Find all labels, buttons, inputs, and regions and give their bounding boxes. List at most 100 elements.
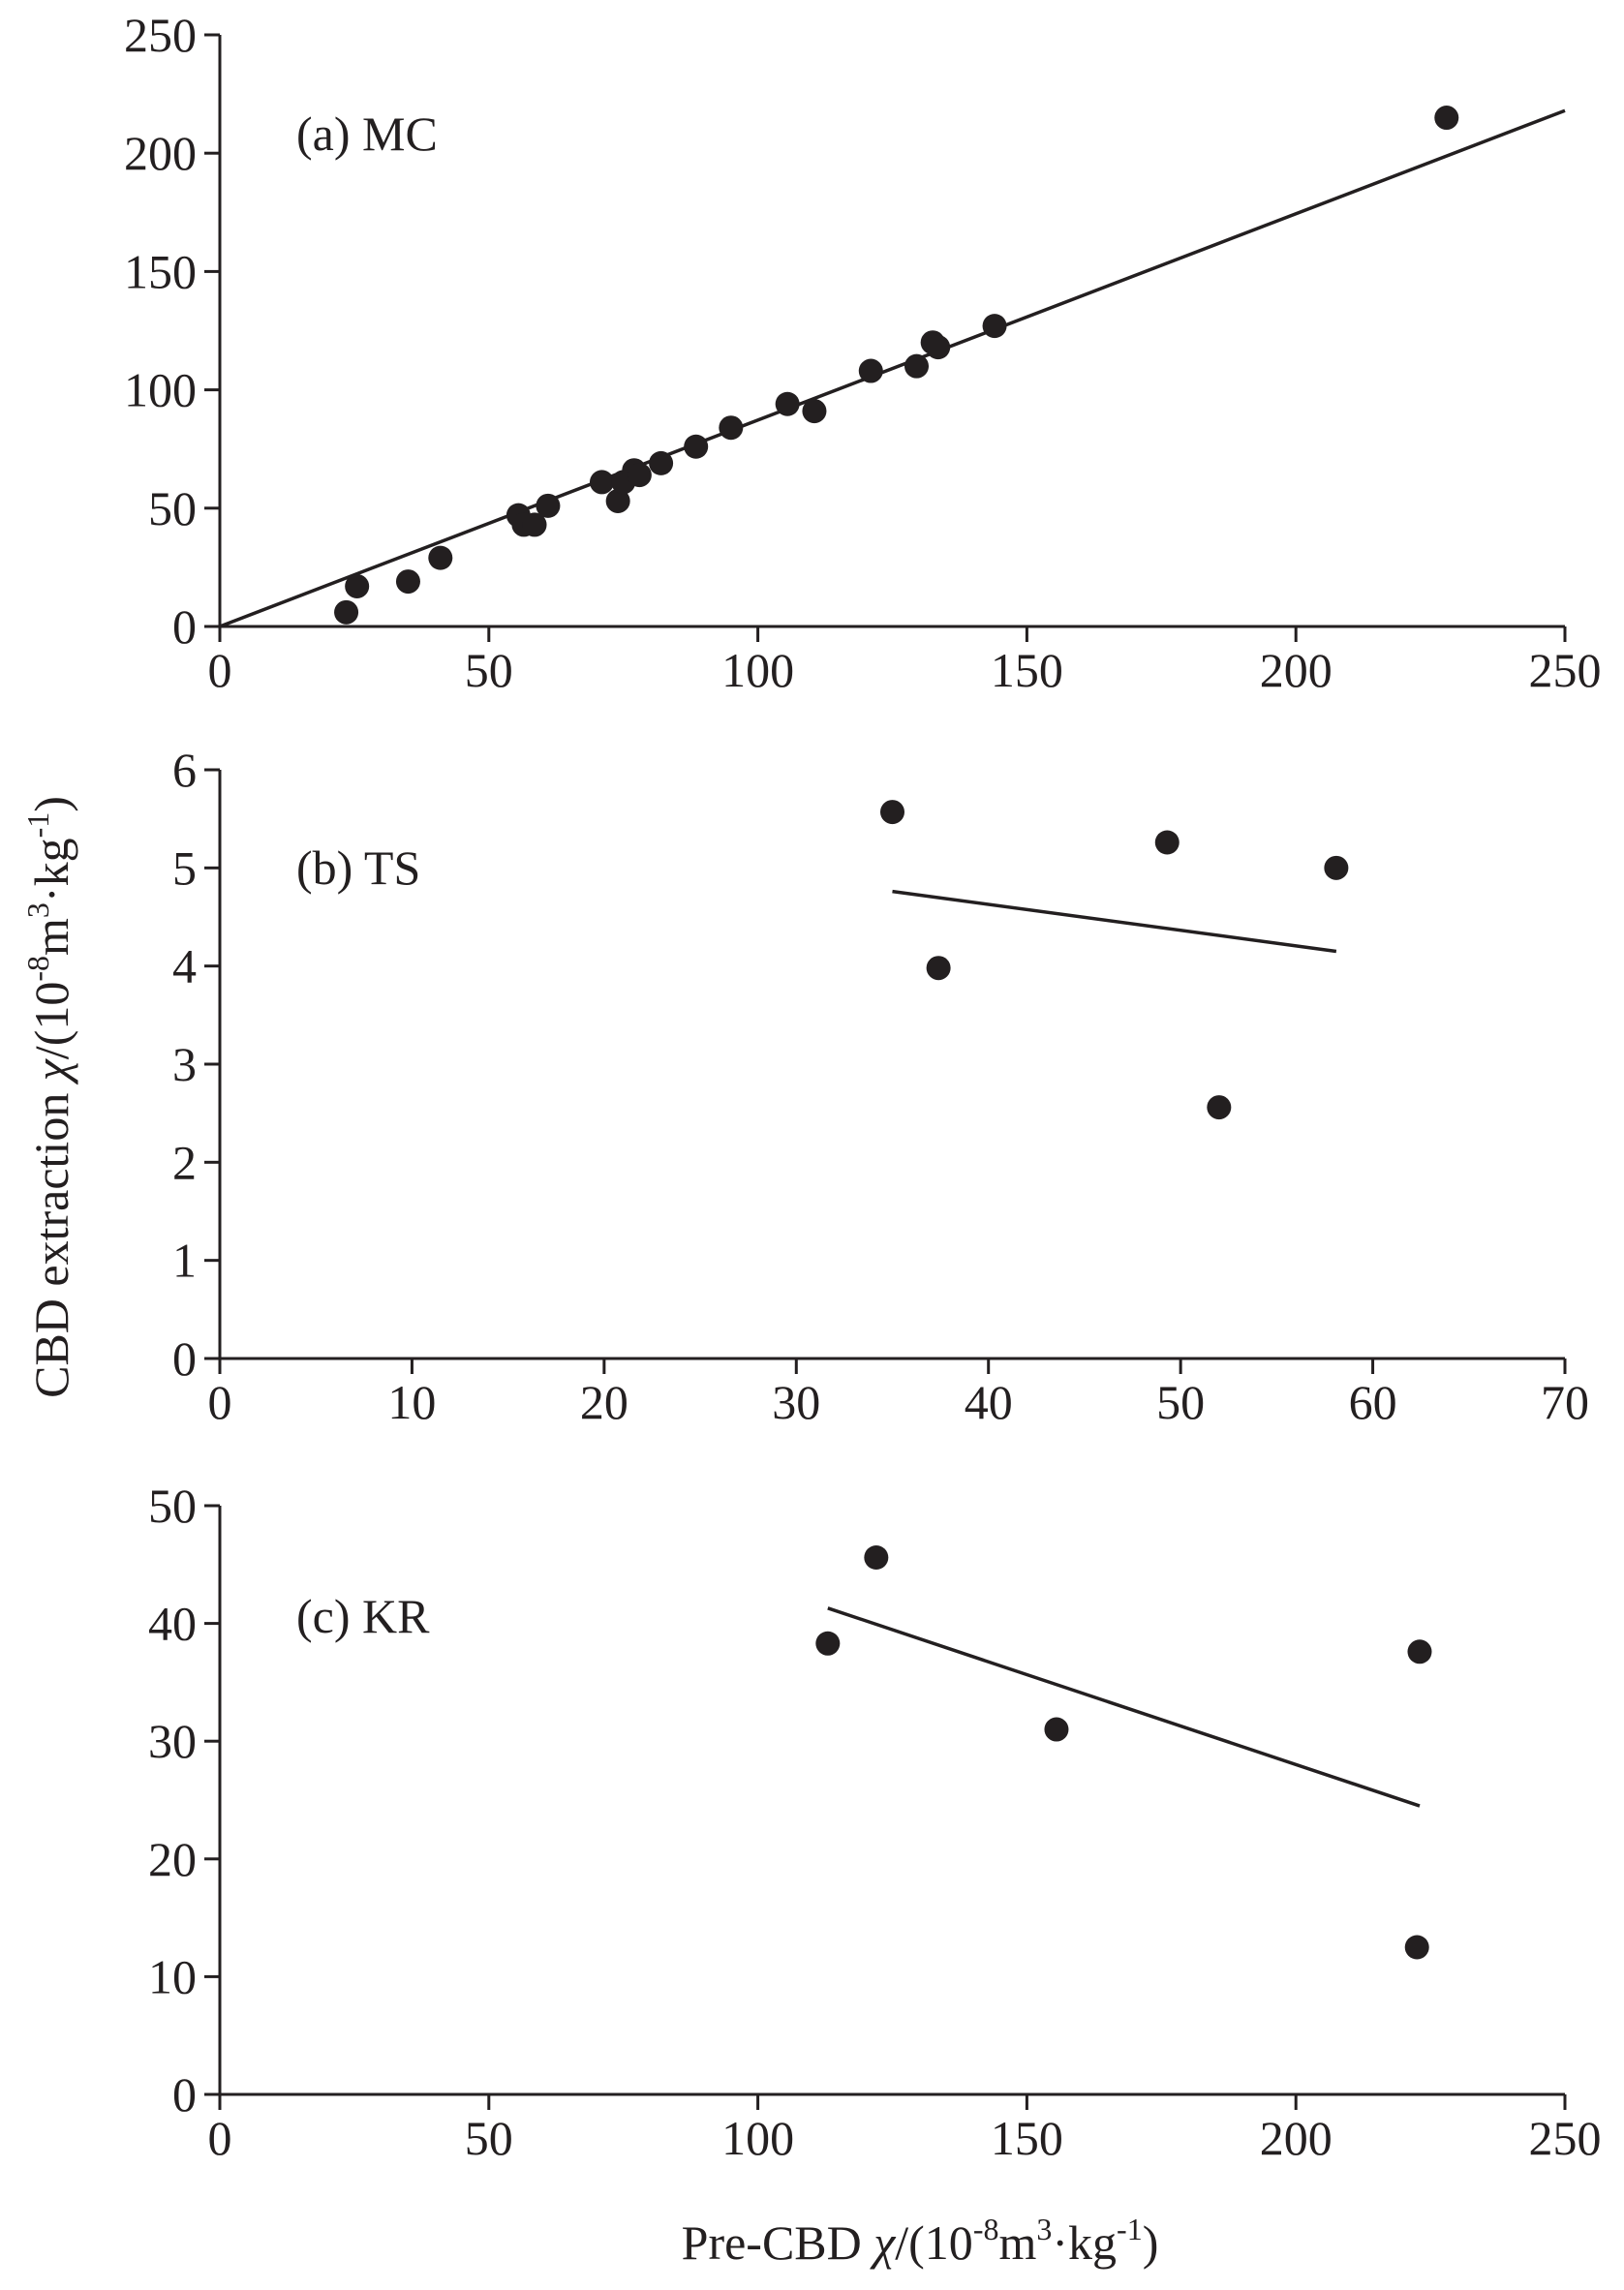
panel-b-label: (b) TS [296,840,420,895]
y-axis-title-exp1: -8 [20,956,55,982]
x-axis-title-chi: χ [870,2215,897,2270]
panel-a-x-tick-label: 100 [721,643,794,697]
panel-a-data-point [649,450,674,475]
panel-c-data-point [815,1631,841,1656]
panel-b-data-point [880,800,904,825]
panel-b-y-tick-label: 1 [172,1234,197,1288]
panel-a-data-point [1434,106,1459,131]
panel-b-y-tick-label: 4 [172,939,197,993]
panel-b-x-tick-label: 30 [772,1375,820,1429]
panel-a-data-point [589,470,614,495]
panel-a-data-point [395,569,420,595]
panel-b-x-tick-label: 50 [1156,1375,1205,1429]
panel-c-ticks: 0 50 100 150 200 250 0 10 20 30 40 50 [148,1479,1602,2165]
panel-c-x-tick-label: 150 [991,2111,1063,2165]
panel-c-y-tick-label: 50 [148,1479,197,1533]
panel-b-fit-line [892,889,1337,954]
panel-a-data-point [605,488,630,513]
panel-a-data-point [982,314,1007,339]
panel-c-y-tick-label: 0 [172,2067,197,2122]
panel-b-y-tick-label: 2 [172,1135,197,1189]
panel-a-points [334,106,1459,625]
panel-c-data-point [1404,1935,1429,1960]
panel-c-y-tick-label: 40 [148,1597,197,1651]
panel-a-data-point [334,599,359,625]
panel-a-data-point [522,512,547,537]
x-axis-title-unit-close: ) [1143,2215,1159,2270]
panel-a-data-point [345,573,370,598]
panel-c-data-point [1407,1639,1432,1664]
x-axis-title-unit-mid: m [998,2215,1036,2270]
x-axis-title-exp2: 3 [1036,2212,1052,2246]
panel-c-data-point [864,1545,889,1571]
panel-a-x-tick-label: 200 [1260,643,1333,697]
panel-a-data-point [536,493,561,518]
panel-c-x-tick-label: 100 [721,2111,794,2165]
y-axis-title: CBD extraction χ/(10-8m3·kg-1) [20,796,78,1398]
panel-a-data-point [904,353,930,379]
panel-c-label: (c) KR [296,1589,430,1643]
x-axis-title-unit-open: /(10 [895,2215,973,2270]
panel-c-x-tick-label: 50 [465,2111,513,2165]
y-axis-title-unit-mid: m [24,918,78,956]
y-axis-title-chi: χ [24,1057,78,1084]
panel-b-y-tick-label: 5 [172,840,197,895]
panel-a-mc: 0 50 100 150 200 250 0 50 100 150 200 250 (a) MC [124,8,1602,697]
y-axis-title-unit-open: /(10 [24,982,78,1060]
x-axis-title-unit-mid2: ·kg [1052,2215,1117,2270]
panel-b-data-point [1154,830,1180,855]
panel-a-label: (a) MC [296,107,438,161]
panel-a-y-tick-label: 250 [124,8,197,62]
panel-a-data-point [627,463,652,488]
panel-c-x-tick-label: 200 [1260,2111,1333,2165]
panel-a-x-tick-label: 50 [465,643,513,697]
panel-a-data-point [802,399,827,424]
y-axis-title-main: CBD extraction [24,1081,78,1398]
panel-a-y-tick-label: 50 [148,481,197,535]
panel-a-x-tick-label: 150 [991,643,1063,697]
panel-a-data-point [858,358,883,383]
panel-a-ticks: 0 50 100 150 200 250 0 50 100 150 200 250 [124,8,1602,697]
panel-c-fit-line [827,1606,1421,1808]
panel-a-x-tick-label: 0 [208,643,232,697]
panel-c-y-tick-label: 30 [148,1714,197,1768]
panel-c-y-tick-label: 20 [148,1832,197,1886]
panel-b-x-tick-label: 0 [208,1375,232,1429]
panel-b-x-tick-label: 20 [580,1375,628,1429]
panel-b-points [880,800,1349,1120]
panel-b-y-tick-label: 6 [172,743,197,797]
panel-a-y-tick-label: 0 [172,599,197,654]
panel-a-data-point [926,335,951,360]
panel-b-data-point [1207,1095,1232,1120]
panel-a-y-tick-label: 150 [124,244,197,298]
panel-b-y-tick-label: 3 [172,1037,197,1091]
panel-a-data-point [684,434,709,459]
y-axis-title-unit-mid2: ·kg [24,838,78,902]
panel-a-y-tick-label: 200 [124,126,197,180]
x-axis-title-exp1: -8 [973,2212,999,2246]
panel-b-data-point [1324,855,1349,880]
panel-b-ticks: 0 10 20 30 40 50 60 70 0 1 2 3 4 5 6 [172,743,1589,1429]
panel-c-kr: 0 50 100 150 200 250 0 10 20 30 40 50 (c) KR [148,1479,1602,2165]
panel-c-x-tick-label: 250 [1529,2111,1602,2165]
panel-b-x-tick-label: 60 [1349,1375,1397,1429]
panel-a-data-point [775,391,800,416]
x-axis-title: Pre-CBD χ/(10-8m3·kg-1) [682,2212,1159,2270]
panel-b-ts: 0 10 20 30 40 50 60 70 0 1 2 3 4 5 6 (b) TS [172,743,1589,1429]
x-axis-title-exp3: -1 [1117,2212,1143,2246]
y-axis-title-exp3: -1 [20,812,55,839]
panel-c-data-point [1044,1717,1069,1742]
y-axis-title-exp2: 3 [20,902,55,918]
panel-a-data-point [428,545,453,570]
panel-c-y-tick-label: 10 [148,1949,197,2003]
panel-a-fit-line [219,108,1566,628]
panel-a-x-tick-label: 250 [1529,643,1602,697]
panel-a-y-tick-label: 100 [124,363,197,417]
x-axis-title-main: Pre-CBD [682,2215,874,2270]
panel-c-x-tick-label: 0 [208,2111,232,2165]
panel-b-data-point [926,956,951,981]
panel-b-y-tick-label: 0 [172,1331,197,1386]
panel-c-points [815,1545,1432,1960]
